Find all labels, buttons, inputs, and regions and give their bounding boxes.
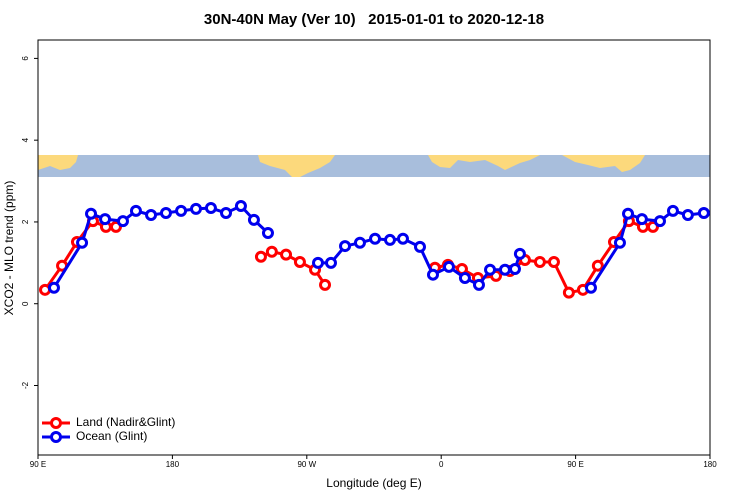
x-tick-label: 90 E [567, 460, 583, 469]
point [697, 206, 710, 219]
point [547, 256, 560, 269]
point [458, 271, 471, 284]
point [533, 256, 546, 269]
point [116, 215, 129, 228]
point [189, 202, 202, 215]
point [472, 278, 485, 291]
point [175, 204, 188, 217]
x-tick-label: 90 E [30, 460, 46, 469]
point [413, 240, 426, 253]
x-tick-label: 90 W [297, 460, 316, 469]
point [498, 263, 511, 276]
point [383, 233, 396, 246]
point [442, 260, 455, 273]
point [324, 256, 337, 269]
point [396, 232, 409, 245]
map-strip [38, 155, 710, 177]
y-tick-label: -2 [21, 381, 30, 389]
point [635, 213, 648, 226]
point [76, 236, 89, 249]
point [234, 200, 247, 212]
y-axis-label: XCO2 - MLO trend (ppm) [2, 181, 16, 316]
x-tick-label: 180 [703, 460, 717, 469]
legend: Land (Nadir&Glint) Ocean (Glint) [42, 415, 175, 443]
x-axis-label: Longitude (deg E) [326, 476, 421, 490]
point [591, 259, 604, 272]
chart-title: 30N-40N May (Ver 10) 2015-01-01 to 2020-… [204, 11, 544, 28]
point [622, 207, 635, 220]
point [369, 232, 382, 245]
point [681, 208, 694, 221]
series-line [43, 219, 653, 295]
point [99, 213, 112, 226]
point [613, 236, 626, 249]
point [319, 278, 332, 291]
point [312, 256, 324, 269]
point [562, 286, 575, 299]
y-tick-label: 4 [21, 137, 30, 142]
point [47, 281, 60, 294]
x-tick-label: 0 [439, 460, 444, 469]
point [293, 256, 306, 269]
point [339, 240, 352, 253]
x-tick-label: 180 [166, 460, 180, 469]
point [261, 226, 274, 239]
point [220, 206, 233, 219]
point [129, 204, 142, 217]
point [653, 215, 666, 228]
point [426, 268, 439, 281]
point [584, 281, 597, 294]
point [145, 208, 158, 221]
legend-label: Ocean (Glint) [76, 429, 147, 443]
point [247, 213, 260, 226]
point [666, 204, 679, 217]
point [513, 247, 526, 260]
point [484, 263, 497, 276]
y-tick-label: 2 [21, 219, 30, 224]
point [508, 262, 521, 275]
point [204, 202, 217, 215]
legend-marker [50, 417, 62, 429]
y-tick-label: 6 [21, 56, 30, 61]
point [254, 250, 267, 263]
point [265, 245, 278, 258]
plot-frame [37, 39, 711, 456]
point [353, 236, 366, 249]
point [159, 206, 172, 219]
point [280, 248, 293, 261]
point [85, 207, 98, 220]
legend-marker [50, 431, 62, 443]
y-tick-label: 0 [21, 301, 30, 306]
legend-label: Land (Nadir&Glint) [76, 415, 175, 429]
